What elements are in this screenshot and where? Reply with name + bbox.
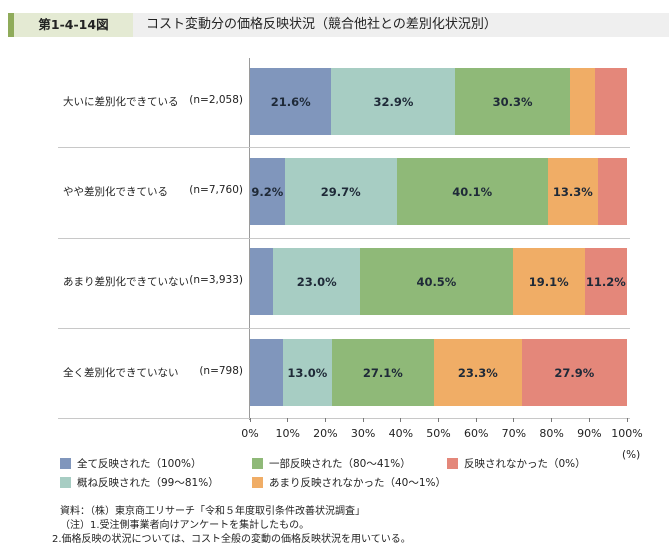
x-axis-tick xyxy=(551,418,553,422)
figure-title-bar: 第1-4-14図 コスト変動分の価格反映状況（競合他社との差別化状況別） xyxy=(8,13,669,37)
x-axis-tick-label: 50% xyxy=(426,427,451,440)
legend-item-partly-reflected: 一部反映された（80～41%） xyxy=(252,456,411,471)
x-axis-tick xyxy=(324,418,326,422)
bar-segment: 21.6% xyxy=(250,68,332,135)
bar-segment xyxy=(569,68,595,135)
footnote-2: 2.価格反映の状況については、コスト全般の変動の価格反映状況を用いている。 xyxy=(52,534,411,545)
category-sample-size: (n=7,760) xyxy=(189,184,243,196)
legend-label: あまり反映されなかった（40～1%） xyxy=(269,477,447,489)
category-label: 全く差別化できていない xyxy=(63,367,179,379)
stacked-bar: 21.6% 32.9% 30.3% xyxy=(250,68,627,135)
x-axis-tick-label: 70% xyxy=(501,427,527,440)
bar-segment: 13.3% xyxy=(547,158,598,225)
row-separator xyxy=(58,418,630,419)
bar-segment: 40.5% xyxy=(360,248,513,315)
x-axis-tick xyxy=(626,418,628,422)
bar-segment: 11.2% xyxy=(584,248,627,315)
legend-label: 全て反映された（100%） xyxy=(77,458,202,470)
legend-swatch xyxy=(447,458,458,469)
bar-segment: 40.1% xyxy=(396,158,548,225)
legend-label: 概ね反映された（99～81%） xyxy=(77,477,219,489)
x-axis-tick-label: 90% xyxy=(577,427,602,440)
bar-segment: 27.1% xyxy=(331,339,434,406)
x-axis-tick xyxy=(438,418,439,422)
x-axis-tick xyxy=(249,418,251,422)
title-accent-stripe xyxy=(8,13,14,37)
row-separator xyxy=(58,147,630,148)
x-axis-tick-label: 30% xyxy=(350,427,376,440)
y-axis xyxy=(249,58,250,420)
category-sample-size: (n=3,933) xyxy=(189,274,243,286)
x-axis-tick xyxy=(400,418,402,422)
legend-swatch xyxy=(60,458,71,469)
figure-title: コスト変動分の価格反映状況（競合他社との差別化状況別） xyxy=(146,17,497,32)
x-axis-tick xyxy=(475,418,477,422)
bar-segment xyxy=(250,248,274,315)
bar-segment: 19.1% xyxy=(512,248,585,315)
x-axis-tick-label: 10% xyxy=(275,427,300,440)
x-axis-tick xyxy=(287,418,289,422)
category-label: 大いに差別化できている xyxy=(63,96,179,108)
x-axis-tick-label: 100% xyxy=(611,427,643,440)
x-axis-tick-label: 20% xyxy=(313,427,338,440)
category-label: あまり差別化できていない xyxy=(63,276,189,288)
x-axis-tick-label: 40% xyxy=(388,427,414,440)
category-label: やや差別化できている xyxy=(63,186,168,198)
bar-segment xyxy=(597,158,627,225)
x-axis-tick xyxy=(513,418,515,422)
category-sample-size: (n=798) xyxy=(199,365,243,377)
legend-swatch xyxy=(60,477,71,488)
x-axis-tick-label: 60% xyxy=(463,427,489,440)
row-separator xyxy=(58,238,630,239)
bar-segment: 27.9% xyxy=(521,339,627,406)
bar-segment: 23.3% xyxy=(433,339,522,406)
bar-segment: 29.7% xyxy=(284,158,397,225)
x-axis-unit: (%) xyxy=(622,449,641,461)
stacked-bar: 13.0% 27.1% 23.3% 27.9% xyxy=(250,339,627,406)
legend-item-all-reflected: 全て反映された（100%） xyxy=(60,456,202,471)
stacked-bar: 9.2% 29.7% 40.1% 13.3% xyxy=(250,158,627,225)
x-axis-tick xyxy=(362,418,364,422)
legend-swatch xyxy=(252,477,263,488)
legend-label: 反映されなかった（0%） xyxy=(464,458,586,470)
bar-segment: 23.0% xyxy=(273,248,361,315)
bar-segment: 30.3% xyxy=(455,68,570,135)
x-axis-tick xyxy=(588,418,590,422)
x-axis-tick-label: 80% xyxy=(539,427,564,440)
bar-segment xyxy=(594,68,627,135)
bar-segment xyxy=(250,339,283,406)
bar-segment: 13.0% xyxy=(282,339,332,406)
row-separator xyxy=(58,328,630,329)
x-axis-tick-label: 0% xyxy=(241,427,259,440)
category-sample-size: (n=2,058) xyxy=(189,94,243,106)
footnote-1: （注）1.受注側事業者向けアンケートを集計したもの。 xyxy=(60,520,310,531)
legend-item-mostly-reflected: 概ね反映された（99～81%） xyxy=(60,475,219,490)
figure-number: 第1-4-14図 xyxy=(14,13,133,37)
legend-swatch xyxy=(252,458,263,469)
legend-item-barely-reflected: あまり反映されなかった（40～1%） xyxy=(252,475,446,490)
bar-segment: 32.9% xyxy=(331,68,456,135)
bar-segment: 9.2% xyxy=(250,158,285,225)
legend-label: 一部反映された（80～41%） xyxy=(269,458,411,470)
source-note: 資料：（株）東京商工リサーチ「令和５年度取引条件改善状況調査」 xyxy=(60,506,365,517)
legend-item-not-reflected: 反映されなかった（0%） xyxy=(447,456,586,471)
stacked-bar: 23.0% 40.5% 19.1% 11.2% xyxy=(250,248,627,315)
